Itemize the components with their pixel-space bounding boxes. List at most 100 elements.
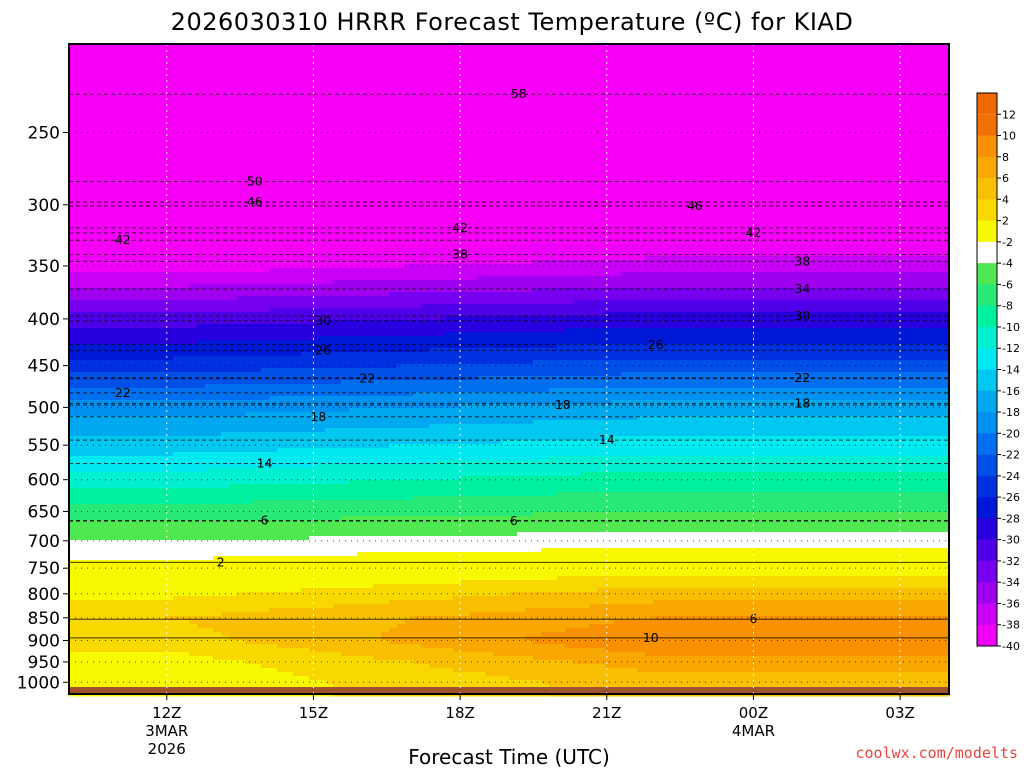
field-cell	[149, 224, 158, 229]
field-cell	[269, 324, 278, 329]
field-cell	[261, 84, 270, 89]
field-cell	[117, 104, 126, 109]
field-cell	[149, 144, 158, 149]
field-cell	[69, 460, 78, 465]
field-cell	[285, 72, 294, 77]
field-cell	[229, 472, 238, 477]
field-cell	[117, 68, 126, 73]
field-cell	[85, 296, 94, 301]
field-cell	[101, 384, 110, 389]
field-cell	[285, 64, 294, 69]
field-cell	[237, 192, 246, 197]
field-cell	[77, 196, 86, 201]
field-cell	[245, 204, 254, 209]
field-cell	[261, 500, 270, 505]
field-cell	[133, 96, 142, 101]
field-cell	[309, 136, 318, 141]
field-cell	[237, 128, 246, 133]
field-cell	[309, 220, 318, 225]
field-cell	[213, 632, 222, 637]
field-cell	[109, 592, 118, 597]
field-cell	[141, 44, 150, 49]
field-cell	[141, 216, 150, 221]
field-cell	[285, 264, 294, 269]
field-cell	[285, 548, 294, 553]
field-cell	[157, 516, 166, 521]
field-cell	[205, 368, 214, 373]
field-cell	[285, 680, 294, 685]
field-cell	[261, 300, 270, 305]
field-cell	[213, 640, 222, 645]
field-cell	[221, 56, 230, 61]
field-cell	[293, 68, 302, 73]
field-cell	[77, 664, 86, 669]
field-cell	[141, 72, 150, 77]
field-cell	[173, 188, 182, 193]
field-cell	[157, 640, 166, 645]
field-cell	[125, 268, 134, 273]
field-cell	[205, 604, 214, 609]
field-cell	[77, 444, 86, 449]
field-cell	[181, 396, 190, 401]
field-cell	[149, 216, 158, 221]
field-cell	[173, 384, 182, 389]
field-cell	[245, 520, 254, 525]
field-cell	[197, 664, 206, 669]
field-cell	[245, 436, 254, 441]
field-cell	[125, 184, 134, 189]
field-cell	[229, 308, 238, 313]
field-cell	[141, 68, 150, 73]
field-cell	[237, 200, 246, 205]
field-cell	[205, 476, 214, 481]
field-cell	[253, 440, 262, 445]
field-cell	[173, 372, 182, 377]
field-cell	[109, 132, 118, 137]
field-cell	[269, 468, 278, 473]
field-cell	[117, 368, 126, 373]
field-cell	[141, 348, 150, 353]
field-cell	[229, 164, 238, 169]
field-cell	[133, 556, 142, 561]
field-cell	[77, 272, 86, 277]
field-cell	[165, 652, 174, 657]
field-cell	[277, 208, 286, 213]
field-cell	[213, 652, 222, 657]
field-cell	[117, 612, 126, 617]
field-cell	[197, 556, 206, 561]
field-cell	[69, 308, 78, 313]
field-cell	[133, 180, 142, 185]
field-cell	[149, 628, 158, 633]
field-cell	[109, 300, 118, 305]
field-cell	[261, 76, 270, 81]
field-cell	[165, 152, 174, 157]
field-cell	[269, 260, 278, 265]
field-cell	[237, 264, 246, 269]
field-cell	[85, 284, 94, 289]
field-cell	[93, 124, 102, 129]
field-cell	[245, 380, 254, 385]
field-cell	[149, 632, 158, 637]
field-cell	[245, 392, 254, 397]
field-cell	[77, 160, 86, 165]
field-cell	[277, 420, 286, 425]
field-cell	[173, 84, 182, 89]
field-cell	[293, 412, 302, 417]
field-cell	[197, 412, 206, 417]
field-cell	[181, 568, 190, 573]
field-cell	[109, 472, 118, 477]
field-cell	[157, 428, 166, 433]
field-cell	[117, 632, 126, 637]
field-cell	[93, 96, 102, 101]
field-cell	[133, 340, 142, 345]
field-cell	[77, 400, 86, 405]
field-cell	[189, 256, 198, 261]
field-cell	[149, 284, 158, 289]
field-cell	[125, 380, 134, 385]
field-cell	[93, 456, 102, 461]
field-cell	[285, 432, 294, 437]
field-cell	[125, 156, 134, 161]
field-cell	[197, 656, 206, 661]
field-cell	[149, 288, 158, 293]
field-cell	[221, 284, 230, 289]
field-cell	[101, 652, 110, 657]
